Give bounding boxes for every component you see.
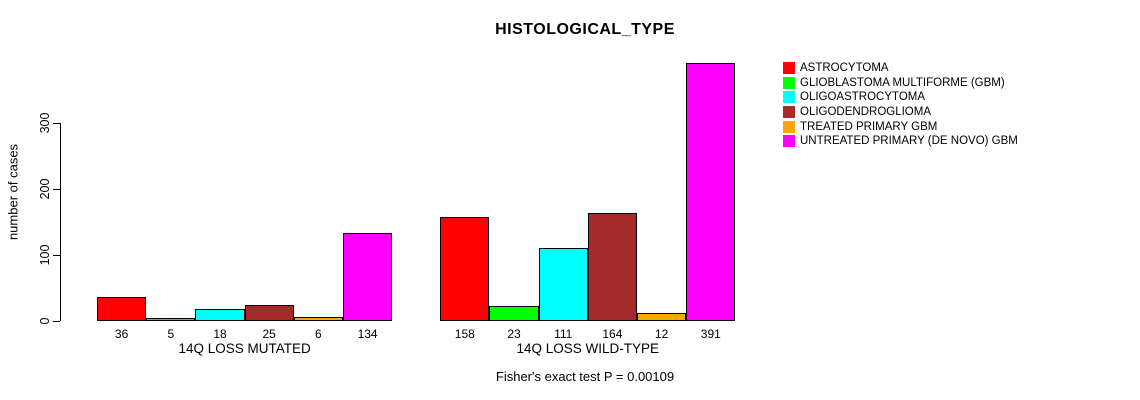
bar-value-label: 5: [167, 327, 175, 341]
bar-oligodendroglioma-group2: [587, 212, 637, 321]
legend-swatch: [783, 76, 795, 89]
legend-item: ASTROCYTOMA: [783, 61, 1018, 76]
y-axis-label: number of cases: [5, 143, 21, 241]
legend-item: TREATED PRIMARY GBM: [783, 119, 1018, 134]
y-tick-label: 100: [38, 244, 52, 266]
legend-item: OLIGOASTROCYTOMA: [783, 90, 1018, 105]
x-axis-group-label: 14Q LOSS MUTATED: [178, 341, 311, 356]
bar-value-label: 158: [454, 327, 475, 341]
annotation-text: Fisher's exact test P = 0.00109: [495, 369, 675, 384]
legend-label: ASTROCYTOMA: [800, 62, 889, 75]
bar-oligoastrocytoma-group2: [538, 247, 588, 321]
x-axis-group-label: 14Q LOSS WILD-TYPE: [516, 341, 660, 356]
legend-label: OLIGODENDROGLIOMA: [800, 106, 931, 119]
legend-item: GLIOBLASTOMA MULTIFORME (GBM): [783, 76, 1018, 91]
legend-label: OLIGOASTROCYTOMA: [800, 91, 926, 104]
legend-swatch: [783, 135, 795, 148]
bar-value-label: 134: [357, 327, 378, 341]
bar-value-label: 164: [602, 327, 623, 341]
bar-value-label: 25: [262, 327, 276, 341]
legend-swatch: [783, 106, 795, 119]
y-tick: [53, 321, 60, 322]
legend-label: UNTREATED PRIMARY (DE NOVO) GBM: [800, 135, 1018, 148]
legend-swatch: [783, 62, 795, 75]
y-tick: [53, 255, 60, 256]
legend-label: GLIOBLASTOMA MULTIFORME (GBM): [800, 76, 1005, 89]
chart-title: HISTOLOGICAL_TYPE: [495, 21, 675, 38]
bar-untreated-primary-de-novo-gbm-group2: [686, 62, 736, 321]
bar-oligodendroglioma-group1: [244, 304, 294, 321]
legend-label: TREATED PRIMARY GBM: [800, 120, 938, 133]
legend-swatch: [783, 91, 795, 104]
y-tick-label: 200: [38, 178, 52, 200]
legend-item: OLIGODENDROGLIOMA: [783, 105, 1018, 120]
y-tick: [53, 123, 60, 124]
y-axis-line: [60, 123, 61, 321]
bar-value-label: 36: [114, 327, 129, 341]
bar-untreated-primary-de-novo-gbm-group1: [343, 232, 393, 321]
legend-item: UNTREATED PRIMARY (DE NOVO) GBM: [783, 134, 1018, 149]
bar-value-label: 111: [554, 327, 573, 341]
bar-value-label: 391: [700, 327, 721, 341]
bar-treated-primary-gbm-group2: [637, 313, 687, 321]
bar-value-label: 23: [507, 327, 521, 341]
bar-astrocytoma-group2: [440, 216, 490, 321]
bar-treated-primary-gbm-group1: [293, 317, 343, 321]
bar-value-label: 18: [213, 327, 227, 341]
bar-astrocytoma-group1: [97, 297, 147, 321]
bar-value-label: 6: [315, 327, 322, 341]
y-tick-label: 0: [38, 317, 52, 325]
y-tick: [53, 189, 60, 190]
legend-swatch: [783, 120, 795, 133]
bar-glioblastoma-multiforme-gbm-group1: [146, 317, 196, 321]
bar-glioblastoma-multiforme-gbm-group2: [489, 305, 539, 321]
bar-value-label: 12: [654, 327, 669, 341]
bar-oligoastrocytoma-group1: [195, 309, 245, 321]
legend: ASTROCYTOMA GLIOBLASTOMA MULTIFORME (GBM)…: [783, 61, 1018, 149]
y-tick-label: 300: [38, 112, 52, 134]
